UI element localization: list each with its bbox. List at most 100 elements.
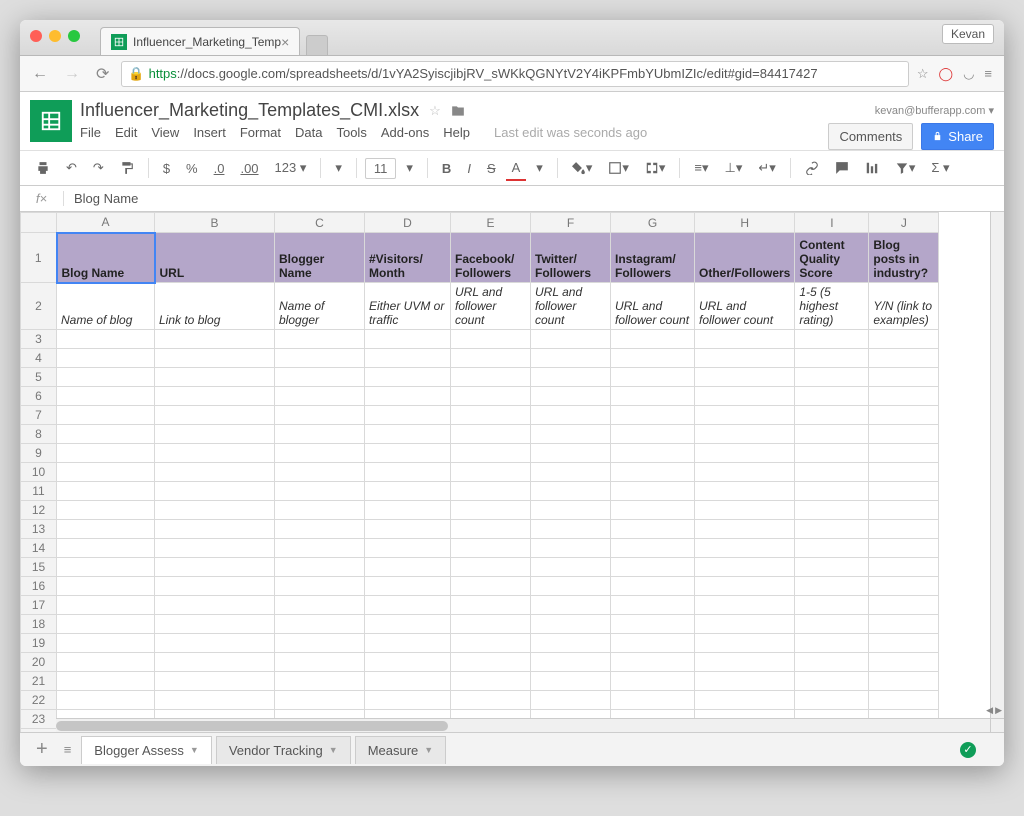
row-header-10[interactable]: 10: [21, 463, 57, 482]
desc-cell[interactable]: URL and follower count: [531, 283, 611, 330]
desc-cell[interactable]: Name of blogger: [275, 283, 365, 330]
cell[interactable]: [365, 520, 451, 539]
row-header-24[interactable]: 24: [21, 729, 57, 733]
formula-input[interactable]: Blog Name: [64, 191, 138, 206]
cell[interactable]: [611, 368, 695, 387]
col-header-J[interactable]: J: [869, 213, 939, 233]
cell[interactable]: [869, 672, 939, 691]
cell[interactable]: [365, 691, 451, 710]
cell[interactable]: [155, 558, 275, 577]
cell[interactable]: [365, 596, 451, 615]
desc-cell[interactable]: Link to blog: [155, 283, 275, 330]
star-icon[interactable]: ☆: [429, 103, 441, 119]
cell[interactable]: [531, 482, 611, 501]
cell[interactable]: [795, 615, 869, 634]
cell[interactable]: [695, 539, 795, 558]
row-header-20[interactable]: 20: [21, 653, 57, 672]
cell[interactable]: [57, 463, 155, 482]
cell[interactable]: [365, 463, 451, 482]
cell[interactable]: [275, 615, 365, 634]
close-window-button[interactable]: [30, 30, 42, 42]
cell[interactable]: [531, 691, 611, 710]
desc-cell[interactable]: URL and follower count: [611, 283, 695, 330]
cell[interactable]: [611, 634, 695, 653]
cell[interactable]: [695, 634, 795, 653]
more-formats[interactable]: 123 ▾: [269, 156, 313, 180]
cell[interactable]: [275, 577, 365, 596]
cell[interactable]: [795, 463, 869, 482]
font-family-dropdown[interactable]: ▾: [329, 156, 348, 180]
cell[interactable]: [57, 539, 155, 558]
cell[interactable]: [795, 406, 869, 425]
horizontal-scrollbar[interactable]: [56, 718, 990, 732]
cell[interactable]: [869, 463, 939, 482]
cell[interactable]: [869, 558, 939, 577]
fill-color-button[interactable]: ▾: [566, 156, 599, 180]
cell[interactable]: [611, 463, 695, 482]
cell[interactable]: [275, 558, 365, 577]
row-header-14[interactable]: 14: [21, 539, 57, 558]
bold-button[interactable]: B: [436, 157, 457, 180]
col-header-D[interactable]: D: [365, 213, 451, 233]
cell[interactable]: [795, 577, 869, 596]
cell[interactable]: [275, 653, 365, 672]
format-percent[interactable]: %: [180, 157, 204, 180]
col-header-B[interactable]: B: [155, 213, 275, 233]
cell[interactable]: [531, 634, 611, 653]
cell[interactable]: [275, 539, 365, 558]
zoom-window-button[interactable]: [68, 30, 80, 42]
h-align-button[interactable]: ≡▾: [688, 156, 714, 180]
cell[interactable]: [695, 406, 795, 425]
cell[interactable]: [155, 520, 275, 539]
row-header-19[interactable]: 19: [21, 634, 57, 653]
cell[interactable]: [695, 691, 795, 710]
cell[interactable]: [57, 577, 155, 596]
cell[interactable]: [695, 672, 795, 691]
cell[interactable]: [869, 444, 939, 463]
header-cell[interactable]: URL: [155, 233, 275, 283]
row-header-15[interactable]: 15: [21, 558, 57, 577]
desc-cell[interactable]: Either UVM or traffic: [365, 283, 451, 330]
cell[interactable]: [275, 520, 365, 539]
cell[interactable]: [795, 634, 869, 653]
italic-button[interactable]: I: [461, 157, 477, 180]
functions-button[interactable]: Σ ▾: [925, 156, 955, 180]
row-header-13[interactable]: 13: [21, 520, 57, 539]
minimize-window-button[interactable]: [49, 30, 61, 42]
address-input[interactable]: 🔒 https ://docs.google.com/spreadsheets/…: [121, 61, 908, 87]
all-sheets-button[interactable]: ≡: [56, 742, 80, 757]
vertical-scrollbar[interactable]: [990, 212, 1004, 718]
cell[interactable]: [155, 330, 275, 349]
cell[interactable]: [795, 425, 869, 444]
cell[interactable]: [275, 501, 365, 520]
borders-button[interactable]: ▾: [602, 156, 635, 180]
row-header-9[interactable]: 9: [21, 444, 57, 463]
cell[interactable]: [155, 634, 275, 653]
menu-view[interactable]: View: [151, 125, 179, 140]
cell[interactable]: [57, 653, 155, 672]
cell[interactable]: [869, 577, 939, 596]
cell[interactable]: [57, 482, 155, 501]
cell[interactable]: [795, 672, 869, 691]
reload-button[interactable]: ⟳: [92, 60, 113, 88]
cell[interactable]: [869, 501, 939, 520]
header-cell[interactable]: Blog Name: [57, 233, 155, 283]
cell[interactable]: [155, 444, 275, 463]
cell[interactable]: [869, 653, 939, 672]
chrome-menu-icon[interactable]: ≡: [984, 66, 992, 81]
row-header-7[interactable]: 7: [21, 406, 57, 425]
cell[interactable]: [531, 501, 611, 520]
cell[interactable]: [155, 387, 275, 406]
cell[interactable]: [365, 539, 451, 558]
sheet-tab-measure[interactable]: Measure▼: [355, 736, 447, 764]
cell[interactable]: [869, 539, 939, 558]
cell[interactable]: [365, 615, 451, 634]
col-header-I[interactable]: I: [795, 213, 869, 233]
cell[interactable]: [611, 691, 695, 710]
menu-file[interactable]: File: [80, 125, 101, 140]
cell[interactable]: [531, 406, 611, 425]
cell[interactable]: [451, 539, 531, 558]
text-color-dropdown[interactable]: ▾: [530, 156, 549, 180]
cell[interactable]: [451, 672, 531, 691]
cell[interactable]: [451, 349, 531, 368]
